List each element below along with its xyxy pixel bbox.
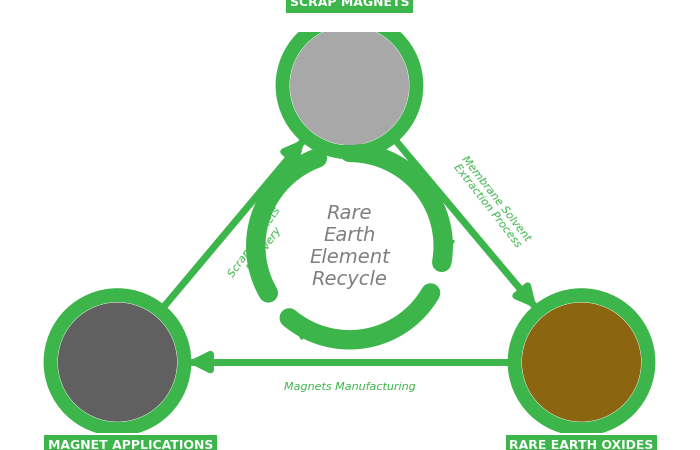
Text: Membrane Solvent
Extraction Process: Membrane Solvent Extraction Process <box>451 154 533 250</box>
Text: SCRAP MAGNETS: SCRAP MAGNETS <box>290 0 410 9</box>
Circle shape <box>290 27 408 144</box>
Text: MAGNET APPLICATIONS: MAGNET APPLICATIONS <box>48 439 214 450</box>
Text: Rare
Earth
Element
Recycle: Rare Earth Element Recycle <box>309 203 390 288</box>
Circle shape <box>523 303 640 421</box>
Text: Magnets Manufacturing: Magnets Manufacturing <box>284 382 415 392</box>
Circle shape <box>59 303 176 421</box>
Text: Scrap Magnets
Recovery: Scrap Magnets Recovery <box>227 205 292 286</box>
Text: RARE EARTH OXIDES: RARE EARTH OXIDES <box>510 439 654 450</box>
